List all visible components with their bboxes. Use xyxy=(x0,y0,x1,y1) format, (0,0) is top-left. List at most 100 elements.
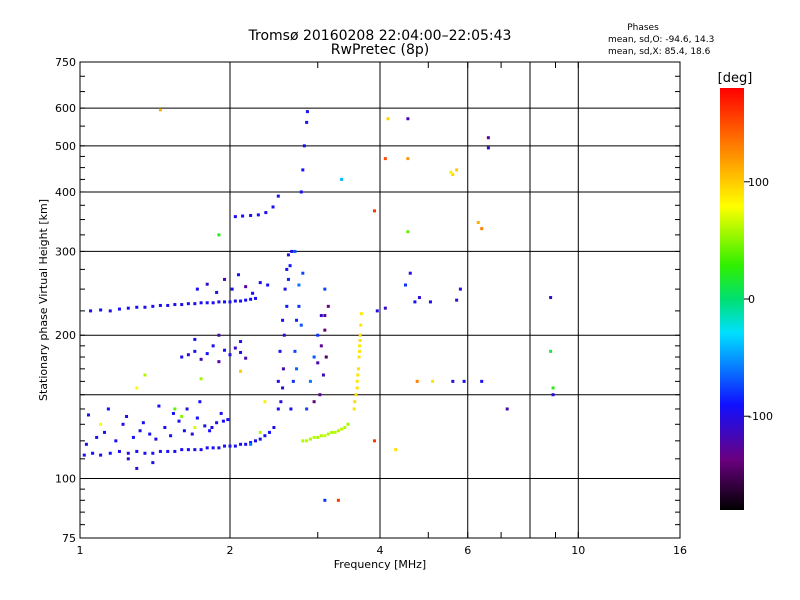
data-point xyxy=(301,271,305,275)
x-axis-label: Frequency [MHz] xyxy=(334,558,426,571)
data-point xyxy=(219,411,223,415)
data-point xyxy=(297,304,301,308)
data-point xyxy=(154,437,158,441)
data-point xyxy=(215,290,219,294)
data-point xyxy=(316,435,320,439)
data-point xyxy=(305,120,309,124)
data-point xyxy=(91,451,95,455)
data-point xyxy=(383,306,387,310)
data-point xyxy=(239,299,243,303)
data-point xyxy=(323,314,327,318)
data-point xyxy=(199,448,203,452)
data-point xyxy=(86,413,90,417)
data-point xyxy=(211,301,215,305)
data-point xyxy=(193,349,197,353)
data-point xyxy=(233,346,237,350)
data-point xyxy=(151,304,155,308)
data-point xyxy=(121,422,125,426)
x-tick-label: 10 xyxy=(571,544,585,557)
data-point xyxy=(358,344,362,348)
data-point xyxy=(203,424,207,428)
data-point xyxy=(249,213,253,217)
data-point xyxy=(143,305,147,309)
data-point xyxy=(455,168,459,172)
y-tick-label: 75 xyxy=(62,532,76,545)
data-point xyxy=(173,407,177,411)
data-point xyxy=(241,214,245,218)
data-point xyxy=(233,444,237,448)
data-point xyxy=(354,393,358,397)
data-point xyxy=(451,379,455,383)
data-point xyxy=(253,439,257,443)
data-point xyxy=(199,377,203,381)
data-point xyxy=(169,434,173,438)
data-point xyxy=(223,444,227,448)
data-point xyxy=(290,249,294,253)
data-point xyxy=(323,328,327,332)
data-point xyxy=(210,425,214,429)
data-point xyxy=(323,287,327,291)
y-tick-labels: 75 100 200 300 400 500 600 750 xyxy=(55,56,76,545)
data-point xyxy=(251,291,255,295)
data-point xyxy=(291,379,295,383)
data-point xyxy=(205,282,209,286)
data-point xyxy=(301,168,305,172)
data-point xyxy=(95,435,99,439)
data-point xyxy=(549,296,553,300)
data-point xyxy=(308,379,312,383)
data-point xyxy=(403,283,407,287)
data-point xyxy=(190,432,194,436)
data-point xyxy=(180,414,184,418)
x-tick-labels: 1 2 4 6 10 16 xyxy=(77,544,688,557)
data-point xyxy=(323,498,327,502)
data-point xyxy=(383,157,387,161)
data-point xyxy=(125,414,129,418)
data-point xyxy=(205,446,209,450)
data-point xyxy=(193,337,197,341)
data-point xyxy=(428,300,432,304)
data-point xyxy=(158,303,162,307)
data-point xyxy=(356,373,360,377)
data-point xyxy=(282,333,286,337)
data-point xyxy=(138,429,142,433)
data-point xyxy=(233,299,237,303)
data-point xyxy=(451,173,455,177)
data-point xyxy=(281,386,285,390)
scatter-points xyxy=(82,108,555,502)
data-point xyxy=(326,432,330,436)
data-point xyxy=(180,355,184,359)
data-point xyxy=(195,287,199,291)
data-point xyxy=(126,457,130,461)
data-point xyxy=(186,353,190,357)
data-point xyxy=(276,407,280,411)
data-point xyxy=(151,451,155,455)
data-point xyxy=(263,400,267,404)
data-point xyxy=(185,407,189,411)
data-point xyxy=(82,453,86,457)
data-point xyxy=(267,430,271,434)
data-point xyxy=(166,449,170,453)
data-point xyxy=(135,305,139,309)
data-point xyxy=(480,227,484,231)
data-point xyxy=(258,281,262,285)
data-point xyxy=(353,400,357,404)
y-axis-label: Stationary phase Virtual Height [km] xyxy=(37,199,50,401)
data-point xyxy=(386,117,390,121)
data-point xyxy=(415,379,419,383)
data-point xyxy=(177,419,181,423)
x-tick-label: 2 xyxy=(227,544,234,557)
data-point xyxy=(289,407,293,411)
data-point xyxy=(352,407,356,411)
data-point xyxy=(217,360,221,364)
data-point xyxy=(193,448,197,452)
data-point xyxy=(286,277,290,281)
data-point xyxy=(476,221,480,225)
data-point xyxy=(228,300,232,304)
data-point xyxy=(359,312,363,316)
stats-o-line: mean, sd,O: -94.6, 14.3 xyxy=(608,35,714,45)
colorbar-tick-label: -100 xyxy=(748,410,773,423)
x-tick-label: 4 xyxy=(377,544,384,557)
data-point xyxy=(340,427,344,431)
data-point xyxy=(186,302,190,306)
